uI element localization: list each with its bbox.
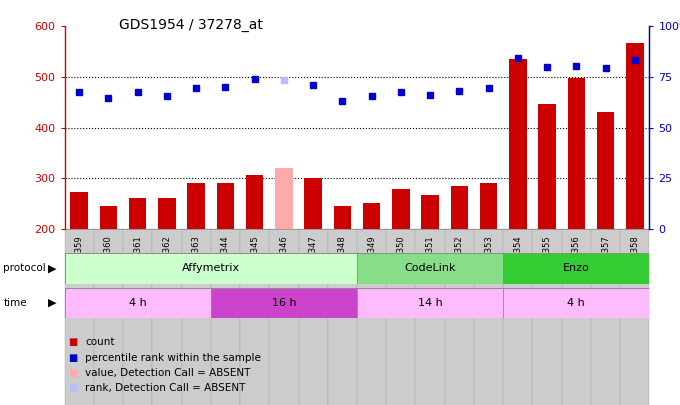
Bar <box>445 229 474 405</box>
Bar <box>152 229 182 405</box>
Bar <box>269 229 299 405</box>
Bar <box>626 43 643 229</box>
Bar <box>480 183 497 229</box>
Bar <box>275 168 292 229</box>
Bar <box>422 195 439 229</box>
Text: 4 h: 4 h <box>567 298 585 308</box>
Bar <box>65 229 94 405</box>
Bar <box>562 229 591 405</box>
Text: ▶: ▶ <box>48 298 56 308</box>
Text: ■: ■ <box>68 337 78 347</box>
Bar <box>591 229 620 405</box>
Bar <box>620 229 649 405</box>
Text: 4 h: 4 h <box>129 298 147 308</box>
Bar <box>246 175 263 229</box>
Bar <box>509 59 526 229</box>
Bar <box>65 288 211 318</box>
Bar <box>357 253 503 284</box>
Bar <box>597 112 614 229</box>
Bar <box>217 183 234 229</box>
Bar <box>363 202 380 229</box>
Bar <box>334 206 351 229</box>
Bar <box>100 206 117 229</box>
Text: ■: ■ <box>68 368 78 378</box>
Bar <box>474 229 503 405</box>
Bar <box>568 78 585 229</box>
Bar <box>357 229 386 405</box>
Bar <box>299 229 328 405</box>
Text: value, Detection Call = ABSENT: value, Detection Call = ABSENT <box>85 368 250 378</box>
Text: ■: ■ <box>68 384 78 393</box>
Text: CodeLink: CodeLink <box>405 263 456 273</box>
Text: percentile rank within the sample: percentile rank within the sample <box>85 353 261 362</box>
Bar <box>188 183 205 229</box>
Bar <box>211 229 240 405</box>
Bar <box>539 104 556 229</box>
Text: ■: ■ <box>68 353 78 362</box>
Text: protocol: protocol <box>3 263 46 273</box>
Bar <box>182 229 211 405</box>
Bar <box>129 198 146 229</box>
Bar <box>158 198 175 229</box>
Text: ▶: ▶ <box>48 263 56 273</box>
Text: 14 h: 14 h <box>418 298 443 308</box>
Bar <box>386 229 415 405</box>
Bar <box>532 229 562 405</box>
Bar <box>503 288 649 318</box>
Bar <box>357 288 503 318</box>
Bar <box>415 229 445 405</box>
Bar <box>65 253 357 284</box>
Text: Enzo: Enzo <box>563 263 590 273</box>
Bar <box>503 253 649 284</box>
Bar <box>71 192 88 229</box>
Text: rank, Detection Call = ABSENT: rank, Detection Call = ABSENT <box>85 384 245 393</box>
Bar <box>503 229 532 405</box>
Bar <box>451 186 468 229</box>
Bar <box>392 189 409 229</box>
Text: GDS1954 / 37278_at: GDS1954 / 37278_at <box>119 18 263 32</box>
Bar <box>94 229 123 405</box>
Text: count: count <box>85 337 114 347</box>
Bar <box>305 178 322 229</box>
Bar <box>211 288 357 318</box>
Text: 16 h: 16 h <box>271 298 296 308</box>
Text: time: time <box>3 298 27 308</box>
Bar <box>240 229 269 405</box>
Bar <box>123 229 152 405</box>
Text: Affymetrix: Affymetrix <box>182 263 240 273</box>
Bar <box>328 229 357 405</box>
